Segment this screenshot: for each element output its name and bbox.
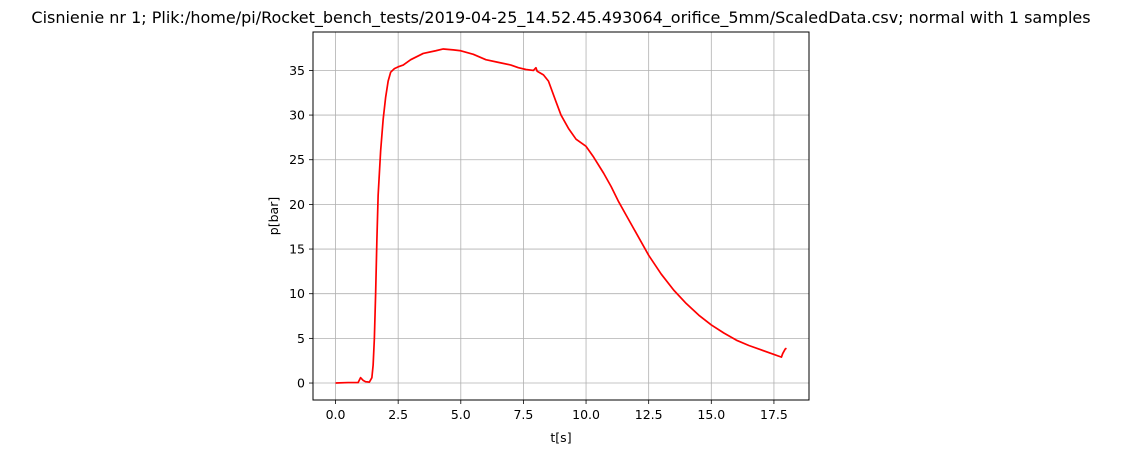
y-tick-label: 10 — [289, 286, 305, 301]
x-tick-label: 12.5 — [635, 407, 663, 422]
y-tick-label: 0 — [297, 376, 305, 391]
x-tick-label: 7.5 — [513, 407, 533, 422]
pressure-line — [335, 48, 787, 384]
x-tick-label: 5.0 — [451, 407, 471, 422]
chart-title: Cisnienie nr 1; Plik:/home/pi/Rocket_ben… — [31, 8, 1090, 28]
y-tick-label: 35 — [289, 63, 305, 78]
x-tick-label: 17.5 — [760, 407, 788, 422]
x-tick-label: 10.0 — [572, 407, 600, 422]
plot-area — [312, 31, 810, 401]
y-tick-label: 20 — [289, 197, 305, 212]
x-tick-label: 2.5 — [388, 407, 408, 422]
y-tick-label: 5 — [297, 331, 305, 346]
x-tick-label: 0.0 — [326, 407, 346, 422]
y-tick-label: 30 — [289, 108, 305, 123]
y-tick-label: 15 — [289, 242, 305, 257]
series-layer — [335, 48, 787, 384]
x-axis-label: t[s] — [550, 430, 571, 445]
x-tick-label: 15.0 — [697, 407, 725, 422]
y-tick-label: 25 — [289, 152, 305, 167]
grid-lines — [313, 32, 809, 400]
axis-ticks: 0.0 2.5 5.0 7.5 10.0 12.5 15.0 17.5 0 5 10 15 20 25 30… — [289, 63, 788, 422]
y-axis-label: p[bar] — [266, 197, 281, 235]
